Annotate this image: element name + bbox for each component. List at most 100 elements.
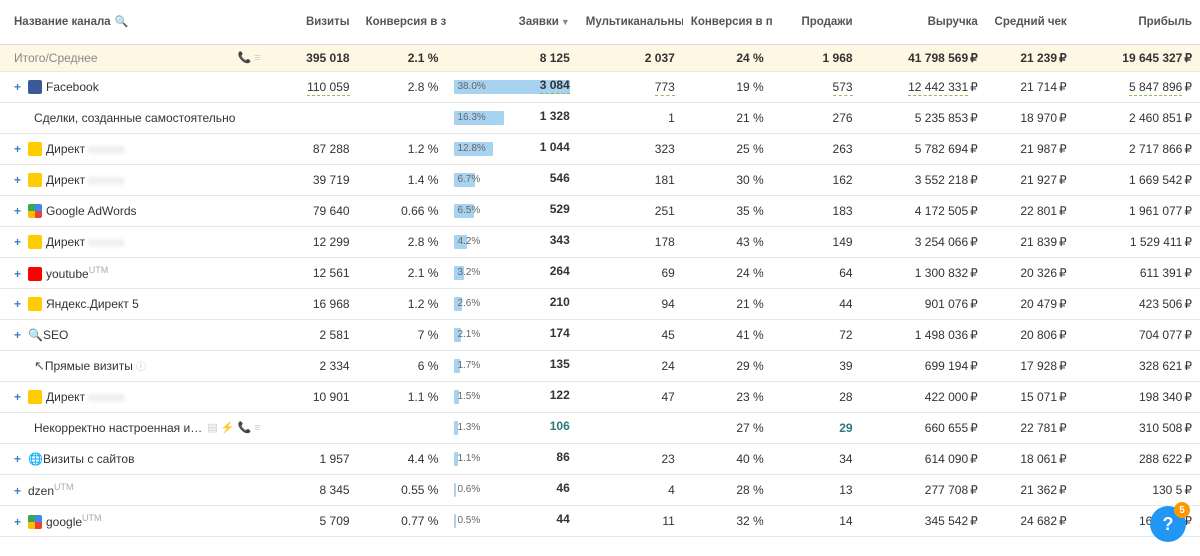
avg-cell: 15 071₽: [986, 381, 1075, 412]
profit-cell: 2 717 866₽: [1075, 133, 1200, 164]
apps-cell: 38.0%3 084: [446, 71, 577, 102]
conv-apps-cell: 6 %: [358, 350, 447, 381]
table-row: +SEO 2 581 7 % 2.1%174 45 41 % 72 1 498 …: [0, 319, 1200, 350]
avg-cell: 20 806₽: [986, 319, 1075, 350]
name-cell[interactable]: +Директ xxxxxx: [0, 381, 273, 412]
yandex-icon: [28, 235, 42, 249]
conv-sales-cell: 25 %: [683, 133, 772, 164]
name-cell[interactable]: +Директ xxxxxx: [0, 226, 273, 257]
utm-badge: UTM: [54, 482, 74, 492]
name-cell[interactable]: +Директ xxxxxx: [0, 164, 273, 195]
expand-icon[interactable]: +: [14, 204, 22, 218]
col-name[interactable]: Название канала🔍: [0, 0, 273, 44]
visits-cell: 39 719: [273, 164, 358, 195]
name-cell[interactable]: +SEO: [0, 319, 273, 350]
avg-cell: 21 927₽: [986, 164, 1075, 195]
visits-cell: 2 581: [273, 319, 358, 350]
name-cell[interactable]: +googleUTM: [0, 505, 273, 536]
apps-cell: 12.8%1 044: [446, 133, 577, 164]
expand-icon[interactable]: +: [14, 452, 22, 466]
conv-sales-cell: 21 %: [683, 288, 772, 319]
conv-apps-cell: 1.2 %: [358, 133, 447, 164]
search-icon[interactable]: 🔍: [115, 16, 129, 28]
channel-name: Визиты с сайтов: [43, 452, 135, 466]
apps-cell: 1.1%86: [446, 443, 577, 474]
col-avg[interactable]: Средний чек: [986, 0, 1075, 44]
channel-name: Прямые визиты: [45, 359, 133, 373]
multi-cell: 47: [578, 381, 683, 412]
name-cell[interactable]: Некорректно настроенная и…▤ ⚡ 📞 ≡: [0, 412, 273, 443]
expand-icon[interactable]: +: [14, 328, 22, 342]
row-action-icons[interactable]: ▤ ⚡ 📞 ≡: [207, 421, 260, 434]
name-cell[interactable]: + Визиты с сайтов: [0, 443, 273, 474]
multi-cell: 45: [578, 319, 683, 350]
col-apps[interactable]: Заявки▼: [446, 0, 577, 44]
profit-cell: 704 077₽: [1075, 319, 1200, 350]
name-cell[interactable]: +Google AdWords: [0, 195, 273, 226]
avg-cell: 21 839₽: [986, 226, 1075, 257]
expand-icon[interactable]: +: [14, 484, 22, 498]
help-button[interactable]: ? 5: [1150, 506, 1186, 542]
channel-name: Яндекс.Директ 5: [46, 297, 139, 311]
revenue-cell: 3 552 218₽: [861, 164, 986, 195]
expand-icon[interactable]: +: [14, 515, 22, 529]
sales-cell: 34: [772, 443, 861, 474]
table-row: +Директ xxxxxx 12 299 2.8 % 4.2%343 178 …: [0, 226, 1200, 257]
name-cell[interactable]: Сделки, созданные самостоятельно: [0, 102, 273, 133]
col-multi[interactable]: Мультиканальные заявки: [578, 0, 683, 44]
col-sales[interactable]: Продажи: [772, 0, 861, 44]
table-row: +youtubeUTM 12 561 2.1 % 3.2%264 69 24 %…: [0, 257, 1200, 288]
total-row: Итого/Среднее📞 ≡ 395 018 2.1 % 8 125 2 0…: [0, 44, 1200, 71]
multi-cell: 178: [578, 226, 683, 257]
apps-cell: 1.7%135: [446, 350, 577, 381]
conv-sales-cell: 35 %: [683, 195, 772, 226]
conv-apps-cell: 1.1 %: [358, 381, 447, 412]
avg-cell: 18 061₽: [986, 443, 1075, 474]
sales-cell: 44: [772, 288, 861, 319]
expand-icon[interactable]: +: [14, 80, 22, 94]
conv-apps-cell: 7 %: [358, 319, 447, 350]
revenue-cell: 614 090₽: [861, 443, 986, 474]
utm-badge: UTM: [82, 513, 102, 523]
name-cell[interactable]: +Директ xxxxxx: [0, 133, 273, 164]
expand-icon[interactable]: +: [14, 142, 22, 156]
name-cell[interactable]: +dzenUTM: [0, 474, 273, 505]
visits-cell: 8 345: [273, 474, 358, 505]
table-row: +Визиты с сайтов 1 957 4.4 % 1.1%86 23 4…: [0, 443, 1200, 474]
visits-cell: 79 640: [273, 195, 358, 226]
expand-icon[interactable]: +: [14, 390, 22, 404]
row-action-icons[interactable]: 📞 ≡: [238, 51, 261, 64]
table-row: +Директ xxxxxx 10 901 1.1 % 1.5%122 47 2…: [0, 381, 1200, 412]
col-revenue[interactable]: Выручка: [861, 0, 986, 44]
visits-cell: 5 709: [273, 505, 358, 536]
expand-icon[interactable]: +: [14, 173, 22, 187]
multi-cell: 1: [578, 102, 683, 133]
multi-cell: 181: [578, 164, 683, 195]
profit-cell: 1 529 411₽: [1075, 226, 1200, 257]
col-profit[interactable]: Прибыль: [1075, 0, 1200, 44]
total-label: Итого/Среднее📞 ≡: [0, 44, 273, 71]
name-cell[interactable]: +youtubeUTM: [0, 257, 273, 288]
col-conv-apps[interactable]: Конверсия в заявки: [358, 0, 447, 44]
expand-icon[interactable]: +: [14, 267, 22, 281]
info-icon[interactable]: ⓘ: [136, 362, 146, 373]
avg-cell: 21 987₽: [986, 133, 1075, 164]
header-row: Название канала🔍 Визиты Конверсия в заяв…: [0, 0, 1200, 44]
apps-cell: 1.3%106: [446, 412, 577, 443]
name-cell[interactable]: +Facebook: [0, 71, 273, 102]
col-visits[interactable]: Визиты: [273, 0, 358, 44]
name-cell[interactable]: + Яндекс.Директ 5: [0, 288, 273, 319]
conv-sales-cell: 43 %: [683, 226, 772, 257]
apps-cell: 0.5%44: [446, 505, 577, 536]
expand-icon[interactable]: +: [14, 235, 22, 249]
col-conv-sales[interactable]: Конверсия в продажи: [683, 0, 772, 44]
table-row: Прямые визитыⓘ 2 334 6 % 1.7%135 24 29 %…: [0, 350, 1200, 381]
table-row: +dzenUTM 8 345 0.55 % 0.6%46 4 28 % 13 2…: [0, 474, 1200, 505]
expand-icon[interactable]: +: [14, 297, 22, 311]
avg-cell: 24 682₽: [986, 505, 1075, 536]
analytics-table: Название канала🔍 Визиты Конверсия в заяв…: [0, 0, 1200, 537]
sort-desc-icon: ▼: [561, 17, 570, 27]
name-cell[interactable]: Прямые визитыⓘ: [0, 350, 273, 381]
visits-cell: 10 901: [273, 381, 358, 412]
revenue-cell: 699 194₽: [861, 350, 986, 381]
